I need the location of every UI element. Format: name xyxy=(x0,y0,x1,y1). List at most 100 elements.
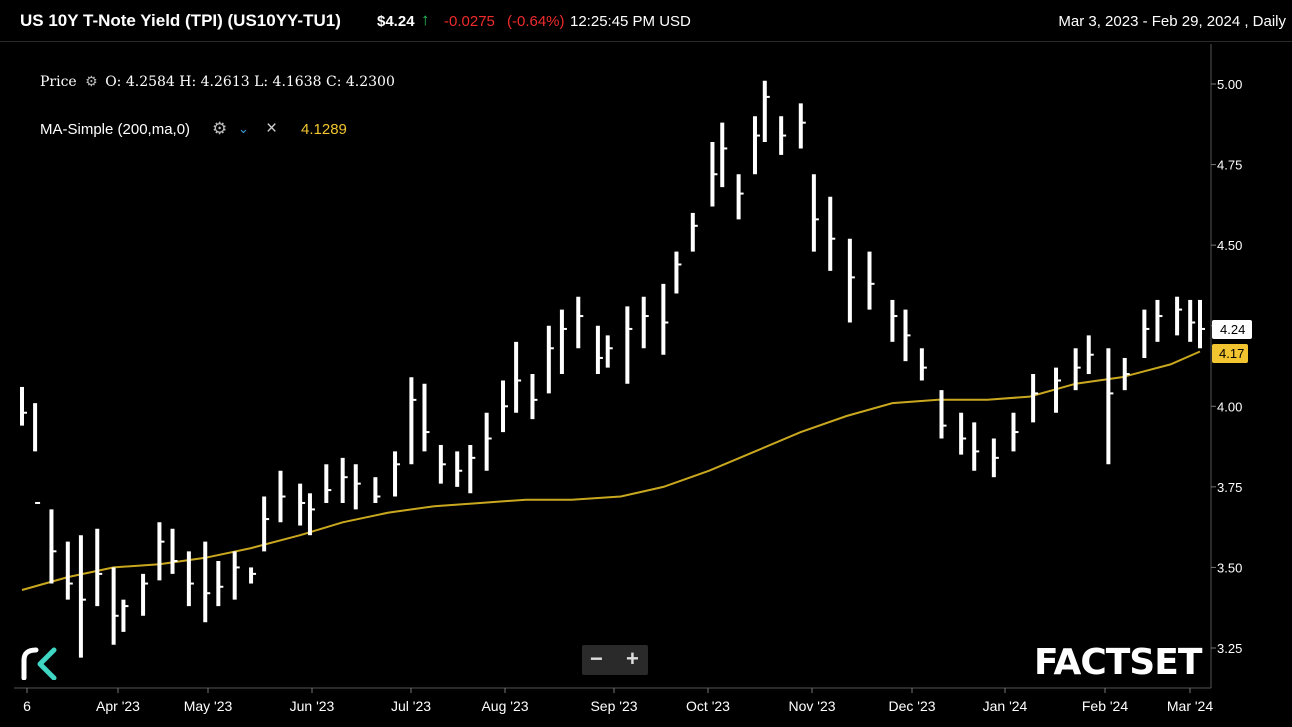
last-price: $4.24 xyxy=(377,13,415,30)
price-legend-label: Price xyxy=(40,74,77,90)
ohlc-bar xyxy=(1031,374,1039,423)
ohlc-bar xyxy=(422,383,430,452)
ohlc-bar xyxy=(216,560,224,607)
ohlc-bar xyxy=(501,380,509,433)
zoom-controls: − + xyxy=(582,645,648,675)
zoom-in-button[interactable]: + xyxy=(626,646,639,671)
ohlc-bar xyxy=(798,103,806,149)
ohlc-bar xyxy=(828,196,836,271)
y-tick-label: 4.50 xyxy=(1217,238,1242,253)
ohlc-bar xyxy=(484,412,492,471)
ohlc-bar xyxy=(661,283,669,355)
date-range[interactable]: Mar 3, 2023 - Feb 29, 2024 , Daily xyxy=(1058,13,1286,30)
ohlc-bar xyxy=(324,464,332,503)
ohlc-bar xyxy=(409,377,417,465)
ohlc-bar xyxy=(65,541,73,600)
instrument-title: US 10Y T-Note Yield (TPI) (US10YY-TU1) xyxy=(20,11,341,30)
ohlc-bar xyxy=(890,299,898,342)
y-tick-label: 4.75 xyxy=(1217,158,1242,173)
ohlc-bar xyxy=(546,325,554,394)
ohlc-bar xyxy=(991,438,999,478)
ohlc-bar xyxy=(559,309,567,375)
x-tick-label: Aug '23 xyxy=(481,698,528,714)
ohlc-bar xyxy=(1198,299,1205,349)
ohlc-bar xyxy=(455,451,463,487)
ohlc-bar xyxy=(78,535,86,658)
x-tick-label: Feb '24 xyxy=(1082,698,1128,714)
ohlc-bar xyxy=(203,541,211,623)
ohlc-bar xyxy=(1011,412,1019,452)
ohlc-bar xyxy=(1175,296,1183,336)
ohlc-bar xyxy=(111,567,119,645)
price-change: -0.0275 xyxy=(444,13,495,30)
last-price-badge-label: 4.24 xyxy=(1220,322,1245,337)
ma-value-badge-label: 4.17 xyxy=(1219,346,1244,361)
ohlc-bar xyxy=(752,116,760,175)
quote-time: 12:25:45 PM USD xyxy=(570,13,691,30)
last-price-badge-bg xyxy=(1212,320,1252,339)
ohlc-bar xyxy=(1122,357,1130,391)
ohlc-bar xyxy=(641,296,649,349)
ohlc-bar xyxy=(919,348,927,381)
ohlc-bar xyxy=(939,390,947,439)
x-tick-label: May '23 xyxy=(184,698,233,714)
moving-average-layer xyxy=(21,350,1201,591)
ohlc-bar xyxy=(353,464,361,510)
price-legend: Price ⚙ O: 4.2584 H: 4.2613 L: 4.1638 C:… xyxy=(40,74,395,90)
ohlc-bar xyxy=(121,599,129,632)
arrow-up-icon: ↑ xyxy=(421,10,430,29)
ohlc-bar xyxy=(95,528,103,607)
x-tick-label: Jul '23 xyxy=(391,698,431,714)
ohlc-bar xyxy=(157,522,165,581)
ohlc-bar xyxy=(20,386,27,426)
zoom-out-button[interactable]: − xyxy=(590,646,603,671)
y-tick-label: 3.25 xyxy=(1217,641,1242,656)
ohlc-bar xyxy=(530,374,538,420)
chevron-down-icon[interactable]: ⌄ xyxy=(238,121,249,136)
x-tick-label: Apr '23 xyxy=(96,698,140,714)
top-bar: US 10Y T-Note Yield (TPI) (US10YY-TU1) $… xyxy=(0,0,1292,42)
price-change-percent: (-0.64%) xyxy=(507,13,565,30)
ohlc-bar xyxy=(340,457,348,503)
x-tick-label: Jun '23 xyxy=(290,698,335,714)
x-tick-label: Oct '23 xyxy=(686,698,730,714)
ma-value-badge: 4.17 xyxy=(1212,344,1248,363)
ohlc-bar xyxy=(438,444,446,484)
ohlc-bar xyxy=(762,80,770,143)
ma-legend-label: MA-Simple (200,ma,0) xyxy=(40,121,191,138)
ohlc-bar xyxy=(141,573,149,616)
ohlc-readout: O: 4.2584 H: 4.2613 L: 4.1638 C: 4.2300 xyxy=(105,74,395,90)
x-tick-label: Mar '24 xyxy=(1167,698,1213,714)
ohlc-bar xyxy=(690,212,698,252)
x-tick-label: Dec '23 xyxy=(888,698,935,714)
ohlc-bar xyxy=(1155,299,1163,342)
ohlc-bar xyxy=(959,412,967,455)
ohlc-bar xyxy=(720,122,728,188)
gear-icon[interactable]: ⚙ xyxy=(85,74,98,90)
ohlc-bar xyxy=(33,403,41,504)
ohlc-bar xyxy=(249,567,257,584)
ohlc-bar xyxy=(710,142,718,207)
ohlc-bar xyxy=(576,296,584,349)
ohlc-bar xyxy=(170,528,178,574)
ma-legend: MA-Simple (200,ma,0) ⚙ ⌄ × 4.1289 xyxy=(40,118,347,139)
ohlc-bar xyxy=(625,306,633,384)
x-tick-label: 6 xyxy=(23,698,31,714)
ohlc-bar xyxy=(867,251,875,310)
ohlc-bar xyxy=(736,174,744,220)
gear-icon[interactable]: ⚙ xyxy=(212,119,228,138)
close-icon[interactable]: × xyxy=(266,118,278,139)
factset-logo: FACTSET xyxy=(1034,642,1202,683)
ohlc-bar xyxy=(903,309,911,362)
rk-logo xyxy=(21,647,57,680)
x-axis-ticks: 6 Apr '23 May '23 Jun '23 Jul '23 Aug '23 Sep … xyxy=(23,688,1213,714)
ohlc-bar xyxy=(278,470,286,523)
x-tick-label: Sep '23 xyxy=(590,698,637,714)
ohlc-bar xyxy=(373,477,381,503)
ohlc-bar xyxy=(1142,309,1150,358)
ohlc-bar xyxy=(186,551,194,607)
ma-legend-value: 4.1289 xyxy=(301,121,347,138)
y-tick-label: 3.75 xyxy=(1217,480,1242,495)
ohlc-bar xyxy=(1054,367,1062,413)
